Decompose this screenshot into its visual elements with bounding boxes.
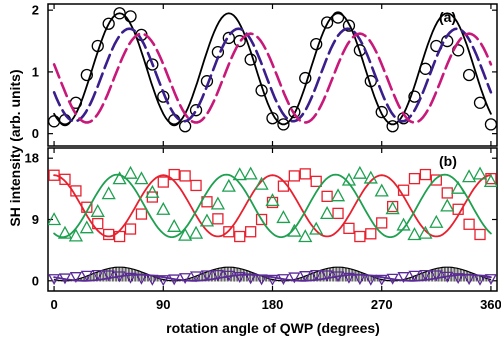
data-point [213, 214, 223, 224]
data-point [300, 169, 310, 179]
data-point [332, 190, 344, 201]
data-point [245, 168, 257, 179]
x-axis-title: rotation angle of QWP (degrees) [166, 320, 380, 336]
data-point [103, 188, 115, 199]
data-point [442, 188, 452, 198]
x-tick-label: 0 [50, 297, 57, 312]
y-tick-label: 9 [32, 212, 39, 227]
y-tick-label: 18 [25, 151, 39, 166]
data-point [246, 227, 256, 237]
y-tick-label: 0 [32, 273, 39, 288]
data-point [49, 275, 59, 284]
data-point [420, 170, 430, 180]
data-point [60, 174, 70, 184]
x-tick-label: 90 [156, 297, 170, 312]
data-point [125, 167, 137, 178]
data-point [354, 167, 366, 178]
data-point [288, 225, 300, 236]
data-point [464, 70, 475, 81]
data-point [355, 232, 365, 242]
data-point [157, 203, 169, 214]
data-point [190, 227, 202, 238]
data-point [322, 191, 332, 201]
data-point [464, 219, 474, 229]
data-point [409, 174, 419, 184]
x-tick-label: 360 [480, 297, 501, 312]
data-point [267, 194, 279, 205]
data-point [299, 231, 311, 242]
data-point [235, 232, 245, 242]
data-point [136, 209, 146, 219]
data-point [344, 223, 354, 233]
data-point [104, 229, 114, 239]
data-point [321, 207, 333, 218]
data-point [180, 171, 190, 181]
data-point [158, 177, 168, 187]
data-point [277, 211, 289, 222]
y-tick-label: 1 [32, 64, 39, 79]
data-point [441, 200, 453, 211]
data-point [377, 218, 387, 228]
panel-label: (b) [439, 153, 457, 169]
y-tick-label: 0 [32, 126, 39, 141]
data-point [191, 180, 201, 190]
data-point [376, 185, 388, 196]
data-point [126, 224, 136, 234]
y-tick-label: 2 [32, 3, 39, 18]
data-point [223, 180, 235, 191]
data-point [212, 198, 224, 209]
data-point [125, 11, 136, 22]
data-point [366, 229, 376, 239]
x-tick-label: 270 [371, 297, 393, 312]
panel-a: 0 1 2 (a) [32, 3, 497, 146]
y-axis-title: SH intensity (arb. units) [7, 69, 23, 226]
data-point [168, 220, 180, 231]
data-point [430, 216, 442, 227]
fit-curve [54, 13, 491, 124]
data-point [475, 229, 485, 239]
data-point [70, 230, 82, 241]
data-point [333, 208, 343, 218]
fit-curve [54, 34, 491, 123]
x-tick-label: 180 [262, 297, 284, 312]
data-point [92, 205, 104, 216]
data-point [463, 171, 475, 182]
data-point [289, 171, 299, 181]
data-point [419, 227, 431, 238]
data-point [485, 119, 496, 130]
data-point [311, 176, 321, 186]
data-point [49, 116, 60, 127]
data-point [135, 173, 147, 184]
